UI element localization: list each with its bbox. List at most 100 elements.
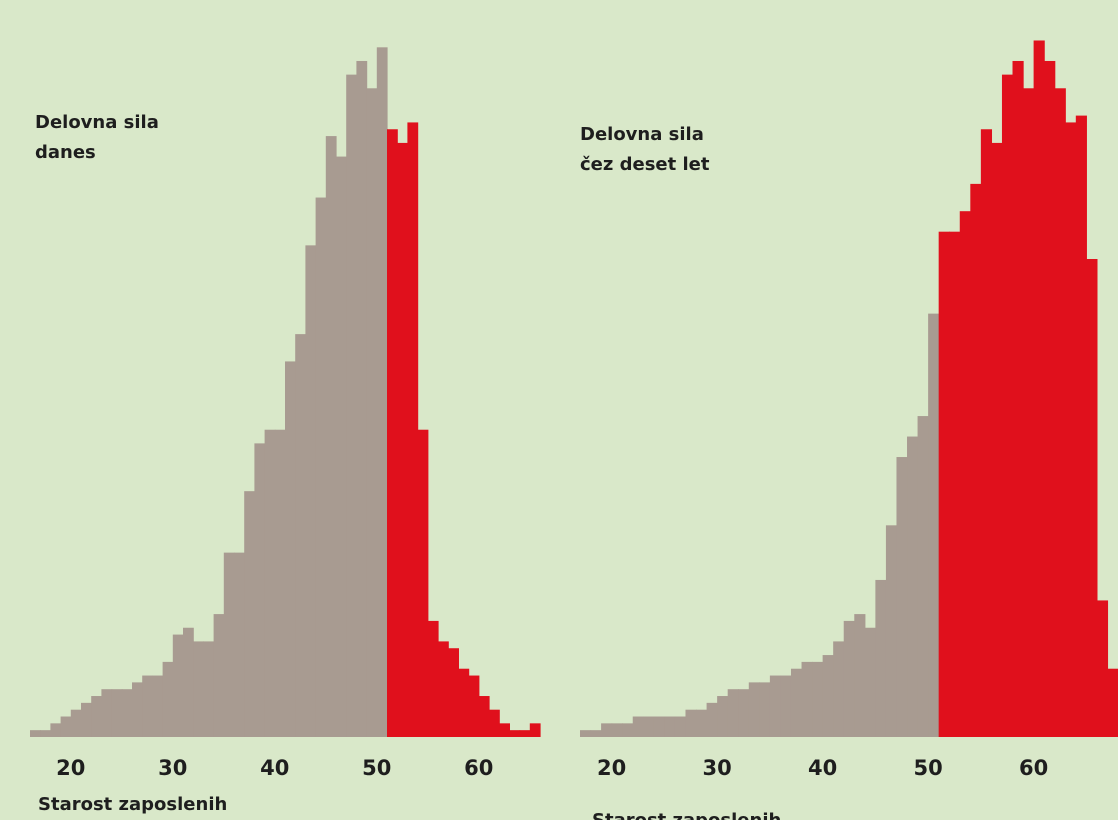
histogram-bar [30,730,41,737]
histogram-bar [193,641,204,737]
x-tick-label: 20 [597,756,626,780]
histogram-bar [1044,60,1056,737]
histogram-bar [664,716,676,737]
histogram-bar [896,457,908,737]
histogram-bar [748,682,760,737]
histogram-bar [162,661,174,737]
histogram-bar [980,129,993,737]
histogram-bar [727,689,739,737]
histogram-bar [611,723,623,737]
histogram-bar [580,730,592,737]
x-tick-label: 60 [464,756,493,780]
histogram-bar [70,709,82,737]
histogram-bar [717,696,729,737]
histogram-bar [653,716,665,737]
histogram-bar [325,136,337,738]
histogram-bar [928,313,940,737]
histogram-bar [356,60,368,737]
histogram-bar [285,361,296,737]
histogram-bar [81,702,92,737]
annotation: Delovna sila [35,112,159,133]
histogram-bar [875,579,887,737]
annotation: Delovna sila [580,124,704,145]
histogram-bar [101,689,113,737]
histogram-bar [738,689,750,737]
histogram-bar [458,668,470,737]
histogram-bar [50,723,62,737]
x-tick-label: 60 [1019,756,1048,780]
histogram-bar [213,614,225,737]
histogram-bar [376,47,388,738]
histogram-bar [643,716,655,737]
histogram-bar [1075,115,1087,738]
histogram-bar [509,730,521,737]
histogram-bar [448,648,459,737]
histogram-bar [387,129,398,737]
histogram-bar [1086,259,1098,737]
histogram-bar [590,730,602,737]
histogram-bar [315,197,327,738]
histogram-bar [519,730,531,737]
histogram-bar [468,675,480,737]
histogram-bar [1065,122,1077,737]
histogram-bar [706,702,718,737]
x-axis-label: Starost zaposlenih [38,794,227,815]
x-tick-label: 50 [362,756,391,780]
annotation: danes [35,142,96,163]
histogram-bar [1054,88,1066,738]
histogram-bar [1107,668,1118,737]
histogram-bar [489,709,500,737]
histogram-bar [833,641,845,737]
histogram-bar [864,627,876,737]
histogram-bar [91,696,102,737]
histogram-bar [907,436,919,737]
histogram-bar [759,682,771,737]
histogram-bar [529,723,541,737]
histogram-bar [60,716,72,737]
histogram-bar [854,614,866,737]
histogram-bar [696,709,708,737]
histogram-bar [601,723,613,737]
histogram-bar [274,429,286,737]
histogram-bar [674,716,687,737]
histogram-bar [812,661,824,737]
histogram-bar [991,142,1003,737]
histogram-bar [843,620,855,737]
histogram-bar [111,689,123,737]
histogram-bar [417,429,429,737]
histogram-bar [397,142,408,737]
histogram-bar [1096,600,1109,737]
histogram-bar [132,682,143,737]
x-tick-label: 50 [914,756,943,780]
histogram-bar [234,552,245,737]
annotation: čez deset let [580,154,710,175]
histogram-bar [790,668,803,737]
x-tick-label: 40 [808,756,837,780]
histogram-bar [142,675,153,737]
x-tick-label: 30 [158,756,187,780]
histogram-bar [336,156,347,738]
histogram-bar [427,620,439,737]
histogram-bar [346,74,357,738]
histogram-bar [885,525,898,737]
histogram-bar [478,696,490,737]
histogram-bar [632,716,644,737]
histogram-bar [366,88,378,738]
histogram-bar [40,730,51,737]
histogram-bar [305,245,317,738]
histogram-bar [959,211,971,737]
x-axis-label: Starost zaposlenih [592,810,781,820]
x-tick-label: 40 [260,756,289,780]
histogram-bar [264,429,276,737]
histogram-bar [769,675,782,737]
histogram-bar [685,709,697,737]
x-tick-label: 20 [56,756,85,780]
histogram-bar [1033,40,1045,737]
histogram-bar [938,231,950,737]
histogram-bar [780,675,792,737]
x-tick-label: 30 [703,756,732,780]
histogram-bar [152,675,164,737]
histogram-bar [970,183,982,737]
histogram-bar [1012,60,1024,737]
